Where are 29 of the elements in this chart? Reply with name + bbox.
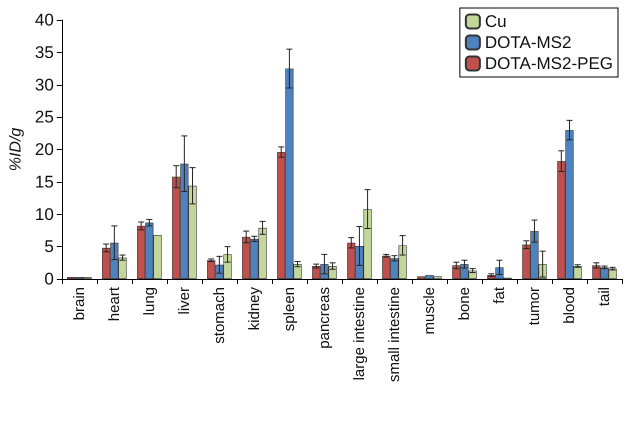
y-tick-label: 30 <box>34 75 54 94</box>
x-tick-label: spleen <box>280 287 298 332</box>
x-tick-label: blood <box>560 287 578 324</box>
x-tick-label: heart <box>106 286 123 322</box>
y-tick-label: 25 <box>34 108 54 127</box>
x-tick-label: lung <box>140 287 158 316</box>
x-tick-label: stomach <box>210 287 228 344</box>
x-tick-label: liver <box>176 287 193 315</box>
x-tick-label: tumor <box>526 286 543 326</box>
y-tick-label: 15 <box>34 172 54 192</box>
x-tick-label: fat <box>490 286 508 304</box>
x-tick-label: brain <box>70 287 88 320</box>
y-tick-label: 20 <box>34 140 54 159</box>
x-tick-label: tail <box>596 287 613 306</box>
x-tick-label: bone <box>456 287 473 320</box>
legend-label: DOTA-MS2-PEG <box>484 54 613 73</box>
legend-label: Cu <box>484 12 507 31</box>
y-axis-title: %ID/g <box>8 128 24 172</box>
x-tick-label: kidney <box>246 286 263 330</box>
y-tick-label: 0 <box>44 270 54 288</box>
x-tick-label: small intestine <box>386 287 403 382</box>
x-tick-label: muscle <box>420 287 438 335</box>
legend-label: DOTA-MS2 <box>484 33 572 52</box>
y-tick-label: 5 <box>44 237 54 256</box>
y-tick-label: 35 <box>34 42 54 62</box>
x-tick-label: pancreas <box>316 287 333 349</box>
y-tick-label: 10 <box>34 204 54 224</box>
y-tick-label: 40 <box>34 10 54 30</box>
x-tick-label: large intestine <box>350 287 368 380</box>
